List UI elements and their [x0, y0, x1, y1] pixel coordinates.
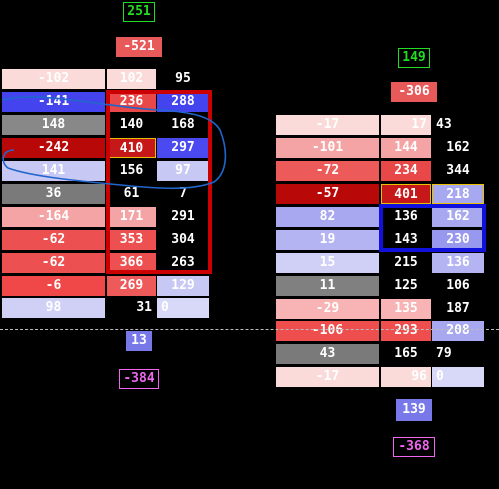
bid-cell: 293: [381, 321, 431, 341]
bid-cell: 353: [107, 230, 156, 250]
ask-cell: 95: [175, 71, 191, 86]
delta-cell: -29: [276, 299, 379, 319]
ask-cell: 0: [432, 367, 484, 387]
delta-cell: 19: [276, 230, 379, 250]
bid-cell-poc: 401: [381, 184, 431, 204]
current-price-line: [0, 329, 499, 330]
bid-cell: 96: [381, 367, 431, 387]
delta-cell: -57: [276, 184, 379, 204]
ask-cell: 97: [157, 161, 209, 181]
delta-cell: -164: [2, 207, 105, 227]
ask-cell: 162: [446, 140, 470, 155]
delta-cell: -17: [276, 115, 379, 135]
ask-cell: 288: [157, 92, 209, 112]
delta-cell: -72: [276, 161, 379, 181]
bid-cell: 234: [381, 161, 431, 181]
ask-cell: 263: [171, 255, 195, 270]
delta-cell: 36: [2, 184, 105, 204]
bid-cell: 366: [107, 253, 156, 273]
scribble-stroke: [1, 96, 227, 190]
ask-cell: 7: [179, 186, 187, 201]
ask-cell: 136: [432, 253, 484, 273]
right-bottom-total: 139: [396, 399, 432, 421]
left-top-volume-badge: 251: [123, 2, 155, 22]
right-bottom-delta-badge: -368: [393, 437, 435, 457]
delta-cell: 43: [276, 344, 379, 364]
ask-cell: 297: [157, 138, 209, 158]
bid-cell: 17: [381, 115, 431, 135]
delta-cell: 82: [276, 207, 379, 227]
ask-cell: 230: [432, 230, 484, 250]
ask-cell: 0: [157, 298, 209, 318]
bid-cell-poc: 410: [107, 138, 156, 158]
ask-cell: 79: [436, 346, 452, 361]
ask-cell: 344: [446, 163, 470, 178]
bid-cell: 125: [394, 278, 418, 293]
ask-cell: 106: [446, 278, 470, 293]
delta-cell: 98: [2, 298, 105, 318]
left-bottom-total: 13: [126, 331, 152, 351]
delta-cell: -101: [276, 138, 379, 158]
bid-cell: 165: [394, 346, 418, 361]
left-top-delta: -521: [116, 37, 162, 57]
delta-cell: -102: [2, 69, 105, 89]
bid-cell: 61: [123, 186, 140, 201]
delta-cell: -17: [276, 367, 379, 387]
bid-cell: 140: [119, 117, 144, 132]
delta-cell: -106: [276, 321, 379, 341]
bid-cell: 143: [394, 232, 418, 247]
ask-cell: 168: [171, 117, 195, 132]
bid-cell: 136: [394, 209, 418, 224]
delta-cell: 11: [276, 276, 379, 296]
left-bottom-delta-badge: -384: [119, 369, 159, 389]
delta-cell: 148: [2, 115, 105, 135]
right-top-volume-badge: 149: [398, 48, 430, 68]
ask-cell: 304: [171, 232, 195, 247]
bid-cell: 135: [381, 299, 431, 319]
bid-cell: 215: [394, 255, 418, 270]
delta-cell: 141: [2, 161, 105, 181]
ask-cell: 187: [446, 301, 470, 316]
delta-cell: -62: [2, 253, 105, 273]
delta-cell: -62: [2, 230, 105, 250]
bid-cell: 31: [136, 300, 152, 315]
ask-cell: 129: [157, 276, 209, 296]
right-top-delta: -306: [391, 82, 437, 102]
bid-cell: 269: [107, 276, 156, 296]
ask-cell: 208: [432, 321, 484, 341]
delta-cell: -242: [2, 138, 105, 158]
bid-cell: 102: [107, 69, 156, 89]
ask-cell: 218: [432, 184, 484, 204]
ask-cell: 162: [432, 207, 484, 227]
delta-cell: 15: [276, 253, 379, 273]
delta-cell: -6: [2, 276, 105, 296]
bid-cell: 236: [107, 92, 156, 112]
ask-cell: 43: [436, 117, 452, 132]
bid-cell: 171: [107, 207, 156, 227]
ask-cell: 291: [171, 209, 195, 224]
bid-cell: 144: [381, 138, 431, 158]
bid-cell: 156: [119, 163, 144, 178]
